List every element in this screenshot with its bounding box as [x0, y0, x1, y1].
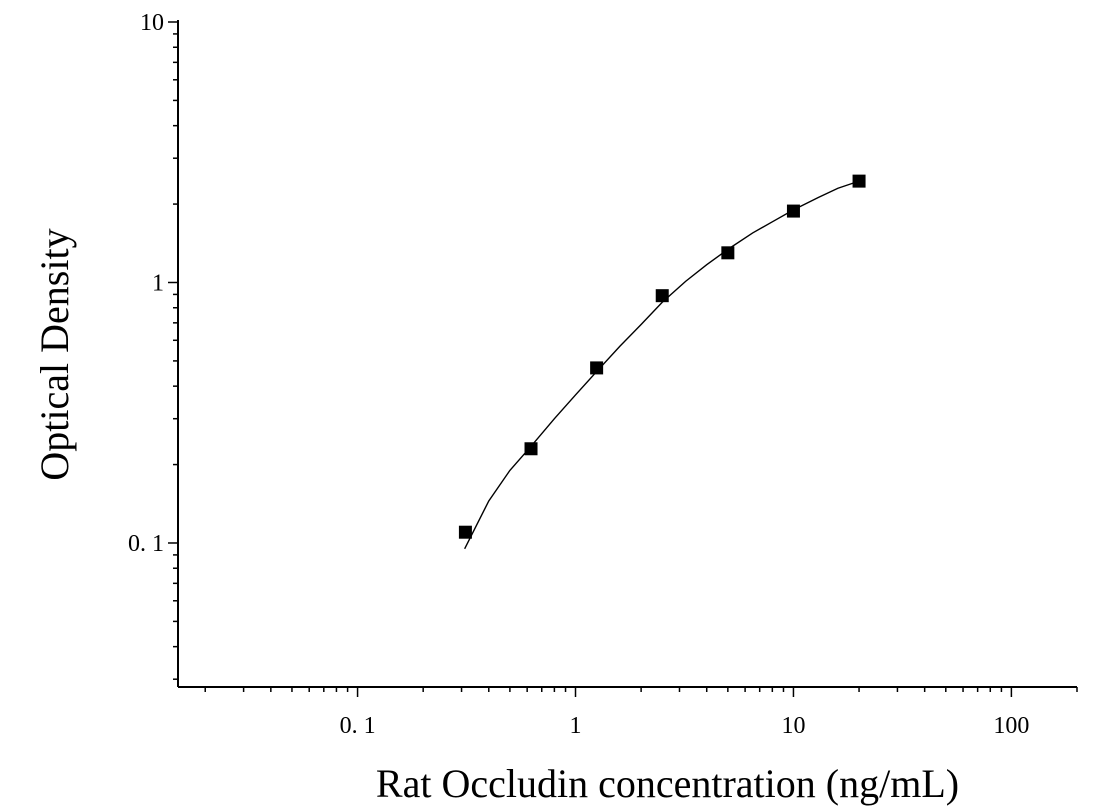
data-point [524, 442, 538, 456]
data-point [458, 525, 472, 539]
x-tick-label: 0. 1 [340, 713, 376, 739]
y-tick-label: 10 [140, 10, 164, 36]
axes [177, 20, 1077, 688]
fit-curve [464, 180, 860, 550]
data-markers [458, 174, 866, 539]
x-tick-labels: 0. 1 1 10 100 [340, 713, 1030, 739]
y-axis-title: Optical Density [32, 228, 77, 480]
x-axis-title: Rat Occludin concentration (ng/mL) [376, 761, 959, 806]
data-point [852, 174, 866, 188]
data-point [655, 289, 669, 303]
y-ticks [168, 21, 178, 680]
y-tick-labels: 0. 1 1 10 [128, 10, 164, 557]
x-ticks [204, 687, 1078, 697]
x-tick-label: 1 [570, 713, 582, 739]
y-tick-label: 1 [152, 270, 164, 296]
x-tick-label: 100 [993, 713, 1029, 739]
data-point [721, 246, 735, 260]
y-tick-label: 0. 1 [128, 531, 164, 557]
x-tick-label: 10 [781, 713, 805, 739]
data-point [590, 361, 604, 375]
data-point [786, 204, 800, 218]
